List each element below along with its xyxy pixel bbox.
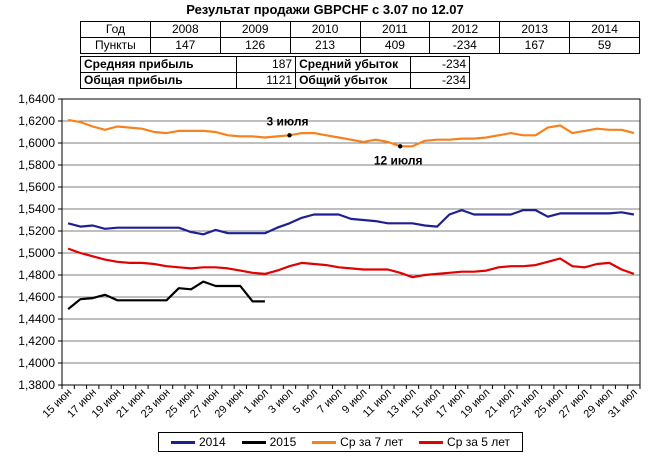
points-cell: 59 — [569, 37, 640, 54]
legend-label: 2015 — [269, 435, 297, 449]
plot-area — [61, 98, 641, 386]
legend-item: Ср за 7 лет — [312, 435, 403, 449]
annotation-label: 3 июля — [267, 114, 309, 128]
points-cell: -234 — [429, 37, 501, 54]
annotation-marker — [397, 144, 403, 149]
legend-swatch — [170, 440, 195, 444]
total-loss-value: -234 — [410, 72, 470, 89]
y-tick-label: 1,5000 — [18, 246, 55, 260]
total-profit-label: Общая прибыль — [79, 72, 238, 89]
summary-table: Средняя прибыль 187 Средний убыток -234 … — [79, 56, 470, 89]
points-cell: 147 — [149, 37, 221, 54]
total-profit-value: 1121 — [236, 72, 297, 89]
series-line — [67, 280, 265, 310]
legend-label: Ср за 5 лет — [447, 435, 511, 449]
y-tick-label: 1,5600 — [18, 180, 55, 194]
x-tick-label: 5 июл — [291, 387, 321, 417]
legend-swatch — [241, 440, 266, 444]
points-cell: 409 — [359, 37, 431, 54]
points-cell: 213 — [289, 37, 361, 54]
series-line — [67, 209, 635, 236]
points-cell: 126 — [219, 37, 291, 54]
annotation-label: 12 июля — [374, 153, 423, 167]
y-tick-label: 1,4600 — [18, 290, 55, 304]
x-tick-label: 1 июл — [242, 387, 272, 417]
summary-row-profit: Средняя прибыль 187 Средний убыток -234 — [79, 56, 470, 73]
chart-title: Результат продажи GBPCHF с 3.07 по 12.07 — [186, 2, 464, 17]
y-tick-label: 1,6400 — [18, 92, 55, 106]
series-line — [67, 118, 635, 148]
annotation-marker — [287, 133, 292, 138]
points-row-label: Пункты — [80, 37, 151, 54]
legend-item: Ср за 5 лет — [419, 435, 510, 449]
y-tick-label: 1,5800 — [18, 158, 55, 172]
year-cell: 2012 — [429, 21, 501, 38]
year-cell: 2008 — [149, 21, 221, 38]
x-tick-label: 3 июл — [266, 387, 296, 417]
years-row: Год 2008 2009 2010 2011 2012 2013 2014 — [80, 21, 640, 38]
legend-swatch — [419, 440, 444, 444]
total-loss-label: Общий убыток — [295, 72, 412, 89]
legend-item: 2014 — [170, 435, 226, 449]
y-tick-label: 1,4000 — [18, 356, 55, 370]
y-tick-label: 1,6200 — [18, 114, 55, 128]
legend-label: Ср за 7 лет — [340, 435, 404, 449]
points-row: Пункты 147 126 213 409 -234 167 59 — [80, 37, 640, 54]
y-tick-label: 1,4400 — [18, 312, 55, 326]
y-tick-label: 1,4800 — [18, 268, 55, 282]
summary-row-loss: Общая прибыль 1121 Общий убыток -234 — [79, 72, 470, 89]
line-chart: 1,3800 1,4000 1,4200 1,4400 1,4600 1,4800 1,50… — [18, 92, 641, 420]
y-tick-label: 1,4200 — [18, 334, 55, 348]
y-tick-label: 1,5200 — [18, 224, 55, 238]
legend-item: 2015 — [241, 435, 297, 449]
legend-swatch — [312, 440, 337, 444]
chart-legend: 2014 2015 Ср за 7 лет Ср за 5 лет — [158, 432, 523, 452]
series-line — [67, 247, 635, 279]
years-table: Год 2008 2009 2010 2011 2012 2013 2014 Пункты 147… — [80, 21, 640, 54]
y-tick-label: 1,6000 — [18, 136, 55, 150]
avg-loss-value: -234 — [410, 56, 470, 73]
y-tick-label: 1,5400 — [18, 202, 55, 216]
x-tick-label: 7 июл — [315, 387, 345, 417]
points-cell: 167 — [499, 37, 571, 54]
y-tick-label: 1,3800 — [18, 378, 55, 392]
legend-label: 2014 — [198, 435, 226, 449]
year-cell: 2014 — [569, 21, 640, 38]
